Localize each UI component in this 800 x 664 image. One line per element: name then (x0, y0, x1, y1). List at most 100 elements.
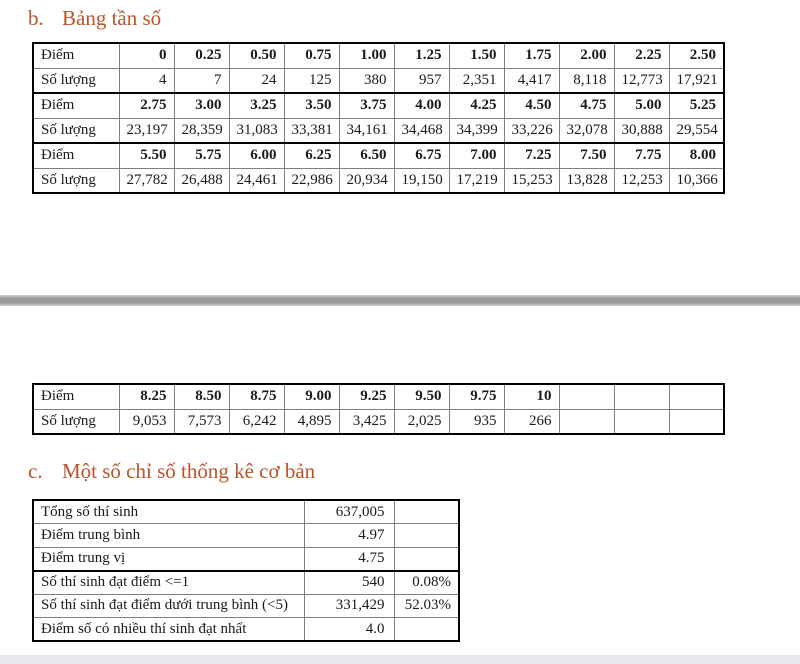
score-cell: 8.00 (668, 142, 725, 169)
score-cell: 1.75 (503, 42, 560, 69)
stat-row: Số thí sinh đạt điểm <=1 540 0.08% (32, 569, 460, 595)
score-cell: 2.00 (558, 42, 615, 69)
count-cell: 27,782 (118, 167, 175, 194)
count-cell: 24 (228, 67, 285, 94)
score-row-label: Điểm (32, 92, 120, 119)
count-cell: 28,359 (173, 117, 230, 144)
score-cell: 4.00 (393, 92, 450, 119)
stat-label: Tổng số thí sinh (32, 499, 305, 524)
count-cell: 12,773 (613, 67, 670, 94)
section-heading-b: b. Bảng tần số (28, 6, 161, 30)
count-cell: 24,461 (228, 167, 285, 194)
score-cell: 0 (118, 42, 175, 69)
stat-row: Số thí sinh đạt điểm dưới trung bình (<5… (32, 593, 460, 618)
stat-value: 4.0 (303, 617, 395, 642)
count-cell: 266 (503, 408, 560, 435)
score-cell: 3.50 (283, 92, 340, 119)
count-cell: 935 (448, 408, 505, 435)
score-cell (613, 383, 670, 410)
section-heading-c: c. Một số chỉ số thống kê cơ bản (28, 459, 315, 483)
score-cell: 7.75 (613, 142, 670, 169)
count-cell: 29,554 (668, 117, 725, 144)
count-cell: 33,226 (503, 117, 560, 144)
count-cell: 4,417 (503, 67, 560, 94)
stat-label: Điểm số có nhiều thí sinh đạt nhất (32, 617, 305, 642)
score-cell: 7.25 (503, 142, 560, 169)
statistics-table: Tổng số thí sinh 637,005 Điểm trung bình 4.… (32, 499, 460, 642)
score-cell: 1.50 (448, 42, 505, 69)
stat-label: Điểm trung vị (32, 546, 305, 571)
score-cell: 5.25 (668, 92, 725, 119)
score-cell: 4.50 (503, 92, 560, 119)
count-cell: 4,895 (283, 408, 340, 435)
stat-row: Điểm trung bình 4.97 (32, 523, 460, 548)
stat-label: Điểm trung bình (32, 523, 305, 548)
score-cell: 9.00 (283, 383, 340, 410)
count-row: Số lượng 27,782 26,488 24,461 22,986 20,934 19… (32, 167, 725, 194)
score-row: Điểm 2.75 3.00 3.25 3.50 3.75 4.00 4.25 4.50 4.75… (32, 92, 725, 119)
count-cell (668, 408, 725, 435)
page-bottom-band (0, 655, 800, 664)
score-cell: 3.25 (228, 92, 285, 119)
score-cell: 3.00 (173, 92, 230, 119)
stat-label: Số thí sinh đạt điểm dưới trung bình (<5… (32, 593, 305, 618)
score-cell: 9.50 (393, 383, 450, 410)
count-cell (558, 408, 615, 435)
score-cell: 2.50 (668, 42, 725, 69)
score-row-label: Điểm (32, 42, 120, 69)
section-marker: b. (28, 6, 44, 30)
score-cell (668, 383, 725, 410)
score-row-label: Điểm (32, 383, 120, 410)
score-cell: 0.50 (228, 42, 285, 69)
count-row-label: Số lượng (32, 167, 120, 194)
stat-value: 637,005 (303, 499, 395, 524)
count-cell: 26,488 (173, 167, 230, 194)
count-row-label: Số lượng (32, 408, 120, 435)
stat-row: Điểm số có nhiều thí sinh đạt nhất 4.0 (32, 617, 460, 642)
count-cell: 32,078 (558, 117, 615, 144)
score-cell: 7.50 (558, 142, 615, 169)
count-cell: 4 (118, 67, 175, 94)
count-cell: 22,986 (283, 167, 340, 194)
stat-percent (393, 617, 460, 642)
count-cell: 34,161 (338, 117, 395, 144)
count-cell: 20,934 (338, 167, 395, 194)
score-cell: 3.75 (338, 92, 395, 119)
stat-percent: 52.03% (393, 593, 460, 618)
count-cell: 33,381 (283, 117, 340, 144)
score-cell: 0.75 (283, 42, 340, 69)
score-cell: 6.75 (393, 142, 450, 169)
count-row: Số lượng 4 7 24 125 380 957 2,351 4,417 8,118 12,7… (32, 67, 725, 94)
count-cell: 2,025 (393, 408, 450, 435)
score-cell: 6.25 (283, 142, 340, 169)
score-cell: 6.00 (228, 142, 285, 169)
stat-percent (393, 499, 460, 524)
count-cell: 34,468 (393, 117, 450, 144)
count-cell: 19,150 (393, 167, 450, 194)
frequency-table-page1: Điểm 0 0.25 0.50 0.75 1.00 1.25 1.50 1.75 2.00 2.2… (32, 42, 725, 194)
count-cell: 6,242 (228, 408, 285, 435)
score-cell: 1.25 (393, 42, 450, 69)
score-cell: 9.25 (338, 383, 395, 410)
count-cell: 31,083 (228, 117, 285, 144)
score-cell: 2.25 (613, 42, 670, 69)
count-cell: 957 (393, 67, 450, 94)
count-cell: 17,219 (448, 167, 505, 194)
score-cell: 10 (503, 383, 560, 410)
stat-row: Tổng số thí sinh 637,005 (32, 499, 460, 524)
stat-value: 4.75 (303, 546, 395, 571)
count-row: Số lượng 9,053 7,573 6,242 4,895 3,425 2,025 93… (32, 408, 725, 435)
count-cell (613, 408, 670, 435)
count-cell: 7,573 (173, 408, 230, 435)
score-row-label: Điểm (32, 142, 120, 169)
stat-percent: 0.08% (393, 569, 460, 595)
score-cell: 1.00 (338, 42, 395, 69)
count-row: Số lượng 23,197 28,359 31,083 33,381 34,161 34… (32, 117, 725, 144)
count-cell: 34,399 (448, 117, 505, 144)
count-cell: 380 (338, 67, 395, 94)
stat-row: Điểm trung vị 4.75 (32, 546, 460, 571)
score-cell: 0.25 (173, 42, 230, 69)
section-title: Một số chỉ số thống kê cơ bản (62, 459, 316, 483)
score-cell: 8.50 (173, 383, 230, 410)
count-cell: 30,888 (613, 117, 670, 144)
